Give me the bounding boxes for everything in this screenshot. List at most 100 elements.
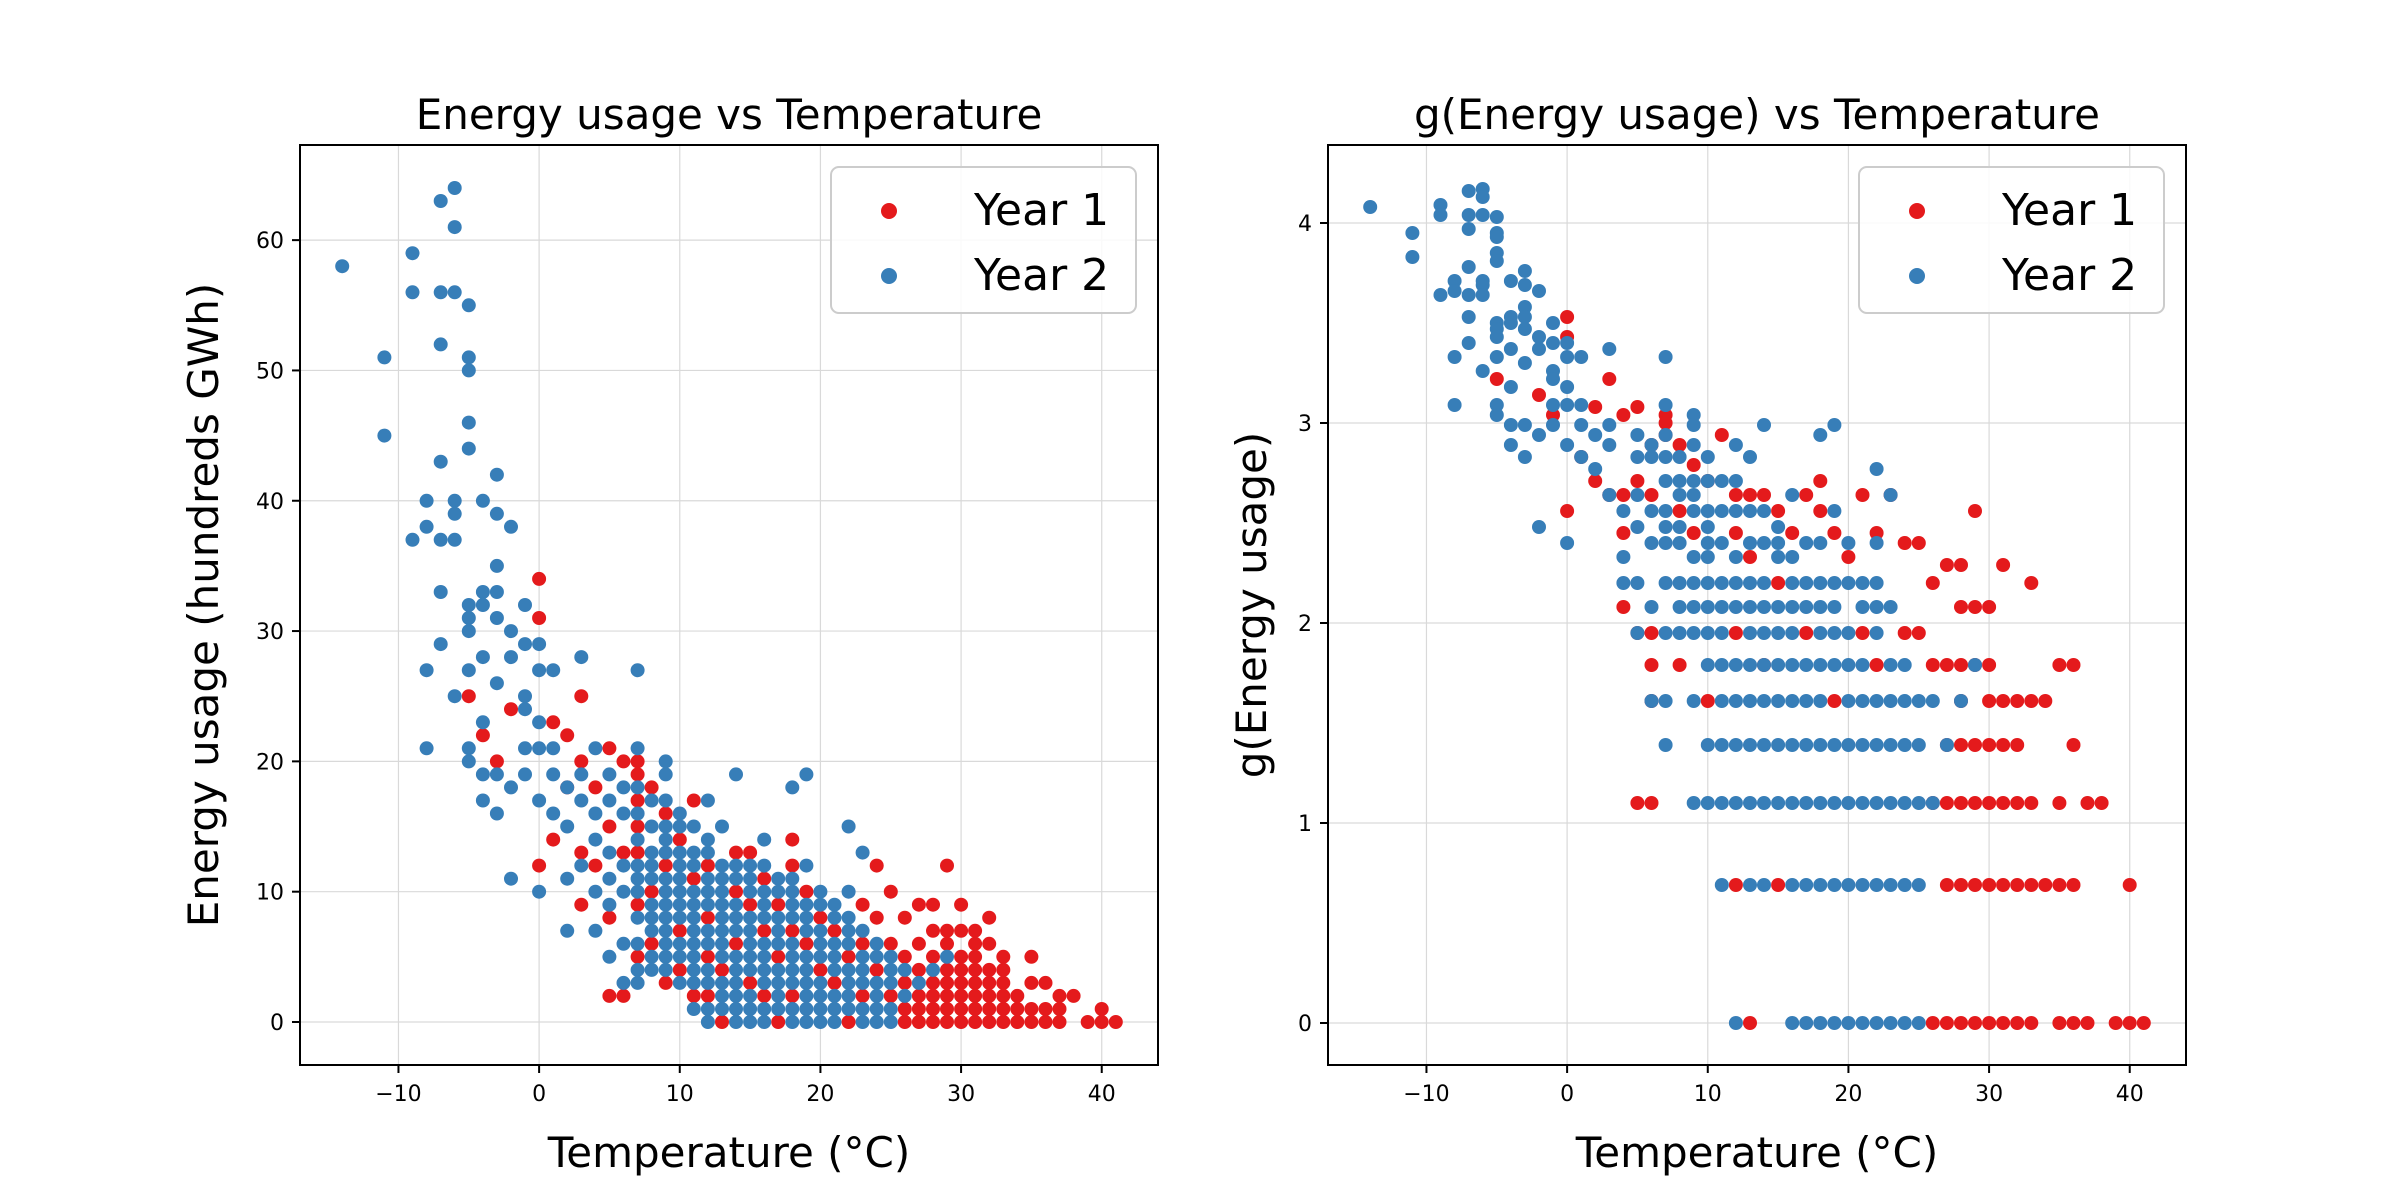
left-point-year-1 — [1010, 988, 1025, 1003]
left-point-year-2 — [461, 624, 476, 639]
right-point-year-2 — [1939, 738, 1954, 752]
left-point-year-2 — [419, 519, 434, 534]
left-point-year-1 — [968, 923, 983, 938]
left-point-year-2 — [461, 611, 476, 625]
right-point-year-2 — [1532, 520, 1546, 534]
left-point-year-2 — [532, 637, 547, 652]
left-point-year-1 — [757, 871, 772, 886]
right-point-year-2 — [1827, 878, 1842, 892]
left-point-year-2 — [757, 832, 772, 847]
right-point-year-2 — [1461, 310, 1476, 324]
left-point-year-2 — [700, 793, 715, 808]
left-point-year-1 — [785, 858, 800, 873]
right-point-year-2 — [1743, 878, 1757, 892]
right-point-year-2 — [1771, 738, 1786, 752]
right-point-year-2 — [1560, 380, 1575, 394]
right-point-year-1 — [2010, 1016, 2025, 1030]
left-point-year-2 — [813, 975, 828, 990]
left-point-year-1 — [968, 975, 983, 990]
right-point-year-2 — [1686, 438, 1701, 452]
left-point-year-2 — [813, 936, 828, 951]
right-point-year-1 — [2052, 1016, 2067, 1030]
left-point-year-2 — [757, 936, 772, 951]
right-point-year-2 — [1785, 600, 1800, 614]
right-point-year-2 — [1461, 222, 1476, 236]
right-point-year-2 — [1517, 278, 1532, 292]
right-point-year-2 — [1757, 626, 1771, 640]
left-point-year-2 — [799, 975, 814, 990]
left-chart: −10 0 10 20 30 40 0 10 20 30 40 50 60 Energy usage vs… — [179, 90, 1159, 1177]
left-x-tick-label: 40 — [1088, 1082, 1116, 1107]
right-point-year-1 — [2052, 796, 2067, 810]
right-point-year-1 — [1630, 474, 1645, 488]
right-point-year-2 — [1714, 504, 1729, 518]
left-point-year-2 — [546, 806, 561, 821]
right-point-year-1 — [1911, 626, 1926, 640]
right-point-year-2 — [1630, 450, 1645, 464]
right-point-year-2 — [1503, 418, 1518, 432]
left-point-year-1 — [630, 845, 645, 860]
right-point-year-1 — [1630, 796, 1645, 810]
right-point-year-2 — [1602, 438, 1617, 452]
left-point-year-2 — [785, 975, 800, 990]
right-point-year-2 — [1728, 658, 1743, 672]
left-point-year-2 — [799, 988, 814, 1003]
left-point-year-1 — [926, 988, 940, 1003]
left-point-year-1 — [954, 1015, 969, 1029]
right-point-year-1 — [1546, 408, 1560, 422]
left-point-year-2 — [715, 1002, 729, 1016]
right-point-year-2 — [1489, 350, 1504, 364]
right-point-year-1 — [2024, 694, 2039, 708]
right-point-year-2 — [1700, 504, 1715, 518]
right-point-year-2 — [1897, 658, 1912, 672]
right-x-tick-label: 30 — [1975, 1082, 2003, 1107]
left-point-year-1 — [686, 793, 701, 808]
left-point-year-2 — [799, 962, 814, 977]
left-point-year-2 — [841, 975, 856, 990]
right-point-year-2 — [1517, 356, 1532, 370]
right-point-year-2 — [1546, 398, 1560, 412]
right-point-year-2 — [1827, 504, 1842, 518]
right-point-year-1 — [1728, 626, 1743, 640]
left-point-year-1 — [940, 962, 954, 977]
right-point-year-1 — [1602, 372, 1617, 386]
left-point-year-2 — [757, 1015, 772, 1029]
left-point-year-2 — [461, 598, 476, 612]
left-point-year-2 — [433, 454, 448, 469]
left-point-year-2 — [757, 910, 772, 925]
right-point-year-2 — [1883, 878, 1898, 892]
left-point-year-2 — [686, 884, 701, 899]
left-point-year-1 — [1038, 975, 1053, 990]
left-y-tick-label: 40 — [256, 490, 284, 515]
left-point-year-2 — [672, 819, 687, 834]
left-point-year-2 — [686, 819, 701, 834]
left-point-year-2 — [560, 819, 575, 834]
left-point-year-2 — [813, 988, 828, 1003]
left-point-year-1 — [1010, 1002, 1025, 1016]
left-point-year-2 — [926, 962, 940, 977]
left-point-year-2 — [447, 220, 462, 235]
right-point-year-2 — [1771, 658, 1786, 672]
right-chart-title: g(Energy usage) vs Temperature — [1414, 90, 2100, 139]
right-point-year-1 — [1743, 488, 1757, 502]
right-point-year-2 — [1911, 878, 1926, 892]
left-point-year-2 — [785, 962, 800, 977]
right-point-year-1 — [1799, 488, 1814, 502]
right-point-year-2 — [1489, 230, 1504, 244]
right-point-year-2 — [1743, 504, 1757, 518]
right-point-year-2 — [1433, 208, 1448, 222]
right-point-year-1 — [1728, 488, 1743, 502]
left-point-year-1 — [841, 949, 856, 964]
right-point-year-2 — [1560, 438, 1575, 452]
right-point-year-1 — [1925, 1016, 1940, 1030]
left-point-year-2 — [602, 897, 617, 912]
right-point-year-1 — [1869, 658, 1884, 672]
left-point-year-2 — [433, 585, 448, 599]
right-point-year-2 — [1503, 380, 1518, 394]
left-point-year-2 — [841, 962, 856, 977]
right-point-year-2 — [1771, 536, 1786, 550]
left-point-year-1 — [602, 819, 617, 834]
left-point-year-2 — [715, 949, 729, 964]
left-point-year-2 — [869, 1002, 884, 1016]
left-point-year-2 — [602, 767, 617, 782]
